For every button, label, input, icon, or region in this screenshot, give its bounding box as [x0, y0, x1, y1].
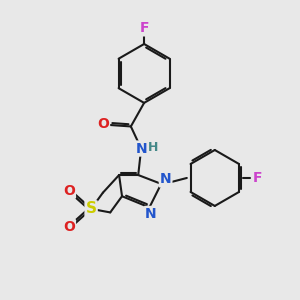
Text: O: O [63, 184, 75, 198]
Text: H: H [148, 141, 159, 154]
Text: N: N [145, 207, 157, 221]
Text: N: N [160, 172, 171, 186]
Text: N: N [135, 142, 147, 155]
Text: F: F [253, 171, 262, 185]
Text: F: F [140, 21, 149, 35]
Text: S: S [85, 201, 97, 216]
Text: O: O [63, 220, 75, 234]
Text: O: O [97, 117, 109, 131]
